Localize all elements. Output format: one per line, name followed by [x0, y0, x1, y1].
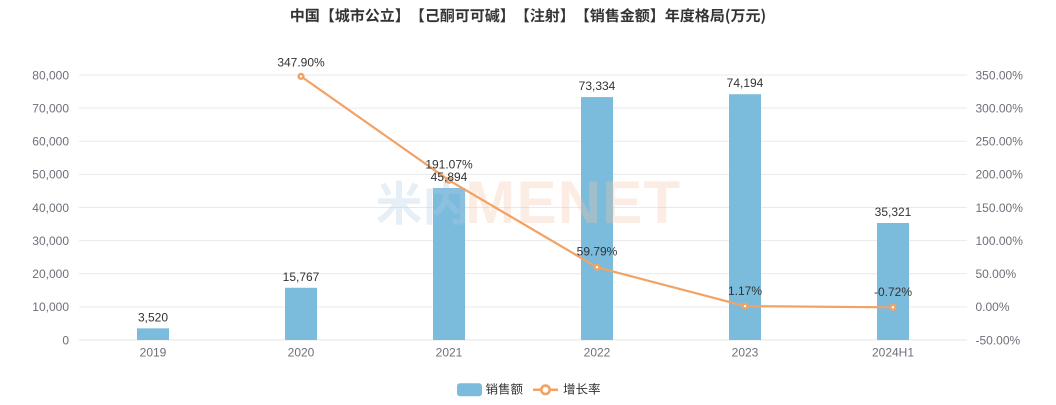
svg-text:60,000: 60,000	[32, 135, 69, 149]
svg-text:250.00%: 250.00%	[976, 135, 1024, 149]
svg-text:45,894: 45,894	[431, 170, 468, 184]
svg-text:50,000: 50,000	[32, 168, 69, 182]
svg-text:2020: 2020	[288, 346, 315, 360]
svg-text:30,000: 30,000	[32, 234, 69, 248]
svg-text:0.00%: 0.00%	[976, 300, 1010, 314]
svg-text:73,334: 73,334	[579, 79, 616, 93]
svg-text:80,000: 80,000	[32, 68, 69, 82]
svg-text:2023: 2023	[732, 346, 759, 360]
svg-text:-50.00%: -50.00%	[976, 333, 1021, 347]
svg-text:191.07%: 191.07%	[425, 158, 473, 172]
svg-text:15,767: 15,767	[283, 270, 320, 284]
svg-text:MENET: MENET	[465, 169, 681, 236]
svg-text:2021: 2021	[436, 346, 463, 360]
svg-text:10,000: 10,000	[32, 300, 69, 314]
svg-text:20,000: 20,000	[32, 267, 69, 281]
svg-text:100.00%: 100.00%	[976, 234, 1024, 248]
svg-text:350.00%: 350.00%	[976, 68, 1024, 82]
svg-text:0: 0	[62, 333, 69, 347]
svg-text:59.79%: 59.79%	[577, 245, 618, 259]
svg-text:2022: 2022	[584, 346, 611, 360]
svg-text:50.00%: 50.00%	[976, 267, 1017, 281]
svg-text:200.00%: 200.00%	[976, 168, 1024, 182]
svg-text:2024H1: 2024H1	[872, 346, 914, 360]
svg-text:1.17%: 1.17%	[728, 284, 762, 298]
svg-text:35,321: 35,321	[875, 205, 912, 219]
svg-text:3,520: 3,520	[138, 310, 168, 324]
svg-text:300.00%: 300.00%	[976, 101, 1024, 115]
svg-text:40,000: 40,000	[32, 201, 69, 215]
svg-text:2019: 2019	[140, 346, 167, 360]
svg-text:150.00%: 150.00%	[976, 201, 1024, 215]
svg-text:-0.72%: -0.72%	[874, 285, 912, 299]
svg-text:74,194: 74,194	[727, 76, 764, 90]
svg-text:70,000: 70,000	[32, 101, 69, 115]
svg-text:347.90%: 347.90%	[277, 56, 325, 70]
